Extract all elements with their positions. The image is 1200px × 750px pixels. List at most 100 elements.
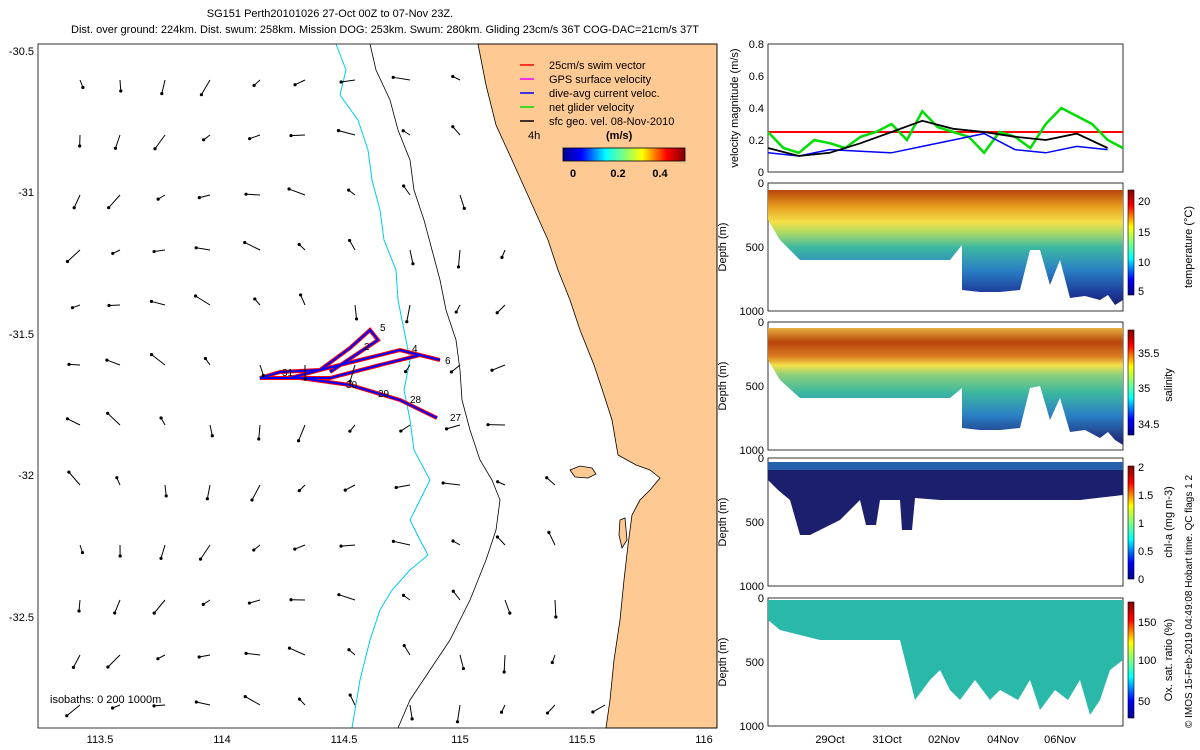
velocity-arrow	[294, 544, 306, 550]
velocity-arrow-head	[257, 437, 261, 441]
velocity-arrow-head	[495, 535, 500, 539]
velocity-arrow-head	[495, 311, 499, 315]
velocity-arrow-head	[298, 293, 303, 297]
velocity-arrow-head	[339, 544, 343, 548]
velocity-arrow	[258, 424, 261, 439]
velocity-arrow	[289, 647, 306, 656]
velocity-arrow	[161, 79, 166, 94]
colorbar-tick: 35	[1138, 383, 1150, 395]
velocity-arrow-head	[455, 720, 460, 724]
velocity-arrow	[446, 424, 461, 430]
velocity-arrow-head	[205, 497, 209, 501]
velocity-arrow-head	[106, 411, 110, 415]
y-tick: -32	[18, 470, 34, 482]
land-mass	[477, 43, 718, 729]
velocity-arrow-head	[289, 133, 293, 138]
velocity-arrow	[78, 599, 81, 612]
colorbar-tick: 0.5	[1138, 546, 1153, 558]
velocity-arrow-head	[297, 242, 301, 247]
oxygen-section	[768, 600, 1123, 715]
velocity-arrow-head	[198, 557, 203, 561]
velocity-arrow	[206, 484, 211, 499]
velocity-arrow-head	[347, 648, 351, 652]
legend-item: GPS surface velocity	[520, 74, 652, 86]
y-tick: -32.5	[9, 612, 34, 624]
svg-text:GPS surface velocity: GPS surface velocity	[549, 74, 652, 86]
velocity-arrow-head	[201, 602, 205, 606]
y-tick: 0.6	[749, 71, 764, 83]
rottnest-island	[569, 465, 597, 479]
velocity-arrow	[349, 240, 356, 251]
depth-label: Depth (m)	[717, 362, 729, 411]
velocity-arrow	[409, 249, 414, 264]
depth-tick: 500	[746, 657, 764, 669]
date-axis: 29Oct 31Oct 02Nov 04Nov 06Nov	[815, 734, 1076, 746]
salinity-section	[768, 328, 1123, 445]
day-label: 28	[410, 395, 422, 406]
velocity-arrow	[443, 482, 461, 486]
figure-title: SG151 Perth20101026 27-Oct 00Z to 07-Nov…	[206, 8, 454, 20]
velocity-arrow-head	[449, 370, 454, 374]
velocity-arrow-head	[547, 530, 551, 535]
depth-tick: 1000	[740, 306, 764, 318]
velocity-arrow	[345, 484, 356, 491]
velocity-arrow-head	[67, 362, 71, 366]
map-y-axis: -30.5 -31 -31.5 -32 -32.5	[9, 46, 34, 624]
velocity-arrow-head	[348, 238, 352, 243]
velocity-arrow	[338, 130, 356, 136]
velocity-arrow	[396, 484, 411, 489]
velocity-arrow-head	[159, 416, 163, 420]
velocity-arrow	[298, 424, 306, 441]
depth-axes: 0 500 1000 0 500 1000 0 500 1000 0 500 1…	[740, 178, 764, 733]
velocity-arrows	[65, 74, 606, 724]
chla-section	[768, 462, 1123, 535]
day-label: 27	[450, 413, 462, 424]
velocity-arrow	[108, 194, 121, 209]
salinity-colorbar-ticks: 34.5 35 35.5	[1138, 348, 1159, 431]
velocity-arrow	[200, 544, 211, 560]
velocity-arrow	[503, 654, 506, 673]
legend-time-label: 4h	[528, 130, 540, 142]
velocity-arrow-head	[80, 551, 85, 555]
colorbar-tick: 1	[1138, 518, 1144, 530]
colorbar-tick: 20	[1138, 196, 1150, 208]
velocity-arrow-head	[347, 188, 351, 192]
velocity-arrow	[107, 412, 121, 426]
day-label: 29	[378, 389, 390, 400]
date-tick: 04Nov	[987, 734, 1019, 746]
velocity-arrow	[249, 134, 261, 140]
velocity-arrow-head	[289, 598, 293, 602]
velocity-arrow	[151, 354, 166, 366]
velocity-arrow	[244, 696, 261, 706]
track-blue	[259, 328, 441, 419]
velocity-arrow-head	[77, 609, 81, 613]
velocity-arrow-head	[402, 184, 406, 188]
velocity-arrow-head	[199, 93, 204, 97]
velocity-arrow-head	[72, 206, 76, 210]
x-tick: 115.5	[569, 734, 596, 746]
velocity-arrow-head	[160, 92, 164, 96]
depth-labels: Depth (m) Depth (m) Depth (m) Depth (m)	[717, 223, 729, 687]
velocity-arrow-head	[113, 611, 117, 615]
oxygen-panel: 50 100 150 Ox. sat. ratio (%)	[767, 597, 1175, 727]
velocity-arrow-head	[297, 489, 301, 493]
velocity-arrow-head	[253, 297, 257, 301]
velocity-arrow-head	[164, 494, 168, 498]
velocity-arrow	[459, 654, 464, 669]
velocity-arrow	[349, 694, 356, 706]
velocity-arrow-head	[293, 547, 297, 551]
velocity-arrow	[393, 540, 411, 546]
velocity-arrow-head	[107, 206, 111, 210]
x-tick: 114.5	[331, 734, 358, 746]
velocity-arrow	[459, 194, 465, 209]
chla-colorbar-ticks: 0 0.5 1 1.5 2	[1138, 462, 1153, 586]
velocity-arrow	[153, 599, 166, 614]
velocity-arrow	[199, 654, 211, 658]
depth-tick: 0	[758, 178, 764, 190]
date-tick: 02Nov	[928, 734, 960, 746]
velocity-arrow-head	[296, 439, 301, 443]
chla-colorbar	[1127, 465, 1135, 580]
velocity-arrow-head	[339, 80, 343, 84]
chla-label: chl-a (mg m-3)	[1163, 486, 1175, 558]
velocity-arrow-head	[149, 352, 154, 357]
